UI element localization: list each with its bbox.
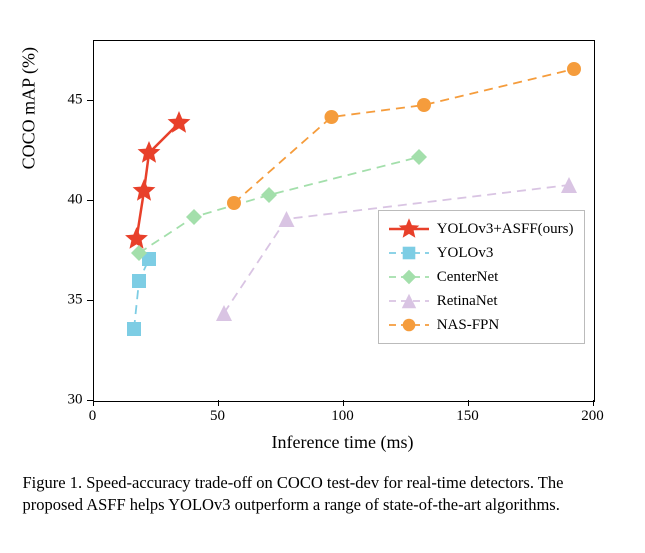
chart-figure: COCO mAP (%) Inference time (ms) 3035404… bbox=[23, 20, 623, 460]
legend-label: NAS-FPN bbox=[437, 317, 500, 334]
y-tick-label: 40 bbox=[68, 192, 83, 209]
x-tick-label: 100 bbox=[331, 408, 354, 425]
legend-label: YOLOv3+ASFF(ours) bbox=[437, 221, 574, 238]
legend-label: RetinaNet bbox=[437, 293, 498, 310]
x-tick-label: 150 bbox=[456, 408, 479, 425]
x-axis-label: Inference time (ms) bbox=[93, 432, 593, 453]
x-tick-label: 50 bbox=[210, 408, 225, 425]
x-tick-label: 0 bbox=[89, 408, 97, 425]
legend-item: YOLOv3+ASFF(ours) bbox=[389, 217, 574, 241]
x-tick-label: 200 bbox=[581, 408, 604, 425]
legend-item: NAS-FPN bbox=[389, 313, 574, 337]
y-axis-label: COCO mAP (%) bbox=[18, 47, 39, 169]
legend-label: YOLOv3 bbox=[437, 245, 494, 262]
y-tick-label: 45 bbox=[68, 92, 83, 109]
figure-caption: Figure 1. Speed-accuracy trade-off on CO… bbox=[23, 472, 623, 517]
y-tick-label: 35 bbox=[68, 292, 83, 309]
legend-item: RetinaNet bbox=[389, 289, 574, 313]
legend-item: YOLOv3 bbox=[389, 241, 574, 265]
legend-label: CenterNet bbox=[437, 269, 499, 286]
legend: YOLOv3+ASFF(ours) YOLOv3 CenterNet RetinaNe… bbox=[378, 210, 585, 344]
legend-item: CenterNet bbox=[389, 265, 574, 289]
y-tick-label: 30 bbox=[68, 392, 83, 409]
